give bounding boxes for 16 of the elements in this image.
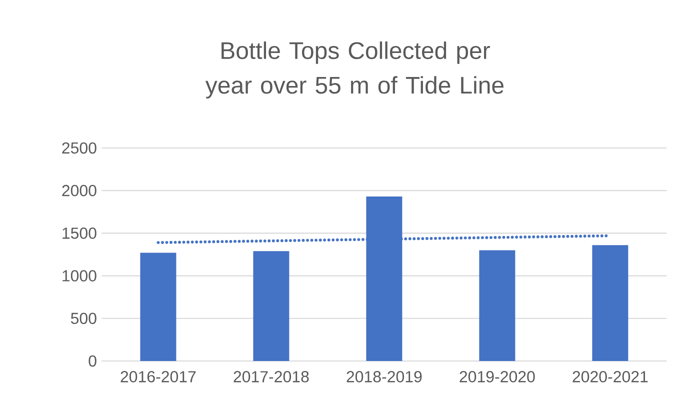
x-tick-label: 2019-2020 — [460, 371, 535, 382]
bar — [253, 251, 290, 361]
bar — [479, 250, 516, 361]
chart-title: Bottle Tops Collected per year over 55 m of Tide Line — [205, 41, 504, 99]
bar — [140, 252, 176, 361]
x-tick-label: 2017-2018 — [234, 371, 309, 382]
y-tick-label: 0 — [88, 355, 96, 367]
bar — [592, 245, 628, 361]
x-tick-label: 2020-2021 — [572, 371, 648, 382]
y-tick-label: 1500 — [62, 228, 96, 239]
y-tick-label: 2000 — [62, 184, 96, 196]
y-tick-label: 2500 — [62, 142, 96, 154]
x-tick-label: 2018-2019 — [346, 371, 422, 382]
y-tick-label: 500 — [70, 312, 96, 324]
x-tick-label: 2016-2017 — [120, 371, 196, 382]
y-tick-label: 1000 — [62, 270, 96, 282]
